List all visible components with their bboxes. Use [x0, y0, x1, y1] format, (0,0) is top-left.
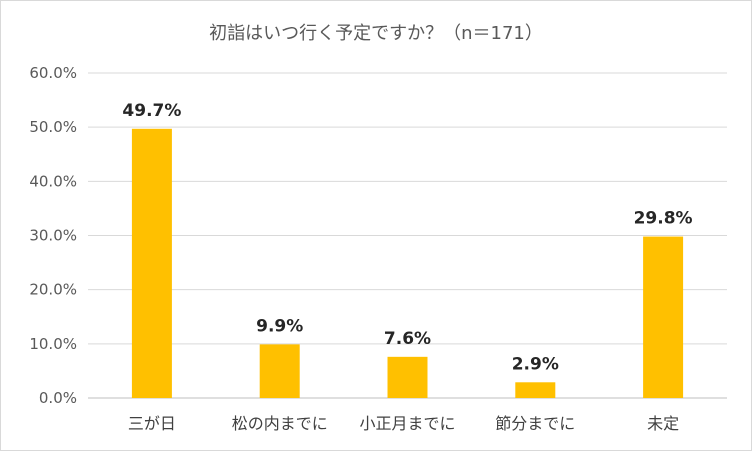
data-label: 29.8% — [634, 209, 693, 229]
bar — [643, 236, 684, 398]
y-tick-label: 50.0% — [29, 118, 77, 136]
y-tick-label: 10.0% — [29, 335, 77, 353]
x-tick-label: 小正月までに — [359, 414, 455, 433]
data-label: 9.9% — [256, 316, 303, 336]
x-tick-label: 未定 — [647, 414, 679, 433]
bar — [515, 382, 556, 398]
x-tick-label: 三が日 — [128, 414, 176, 433]
data-label: 2.9% — [512, 354, 559, 374]
data-label: 49.7% — [122, 101, 181, 121]
y-tick-label: 40.0% — [29, 172, 77, 190]
y-tick-label: 0.0% — [39, 389, 77, 407]
bar — [131, 128, 172, 398]
chart-title: 初詣はいつ行く予定ですか？（n＝171） — [209, 23, 543, 44]
x-tick-label: 松の内までに — [232, 414, 328, 433]
y-tick-label: 60.0% — [29, 64, 77, 82]
x-tick-label: 節分までに — [495, 414, 575, 433]
y-tick-label: 20.0% — [29, 281, 77, 299]
y-tick-label: 30.0% — [29, 227, 77, 245]
bar — [387, 356, 428, 398]
bar — [259, 344, 300, 398]
data-label: 7.6% — [384, 329, 431, 349]
